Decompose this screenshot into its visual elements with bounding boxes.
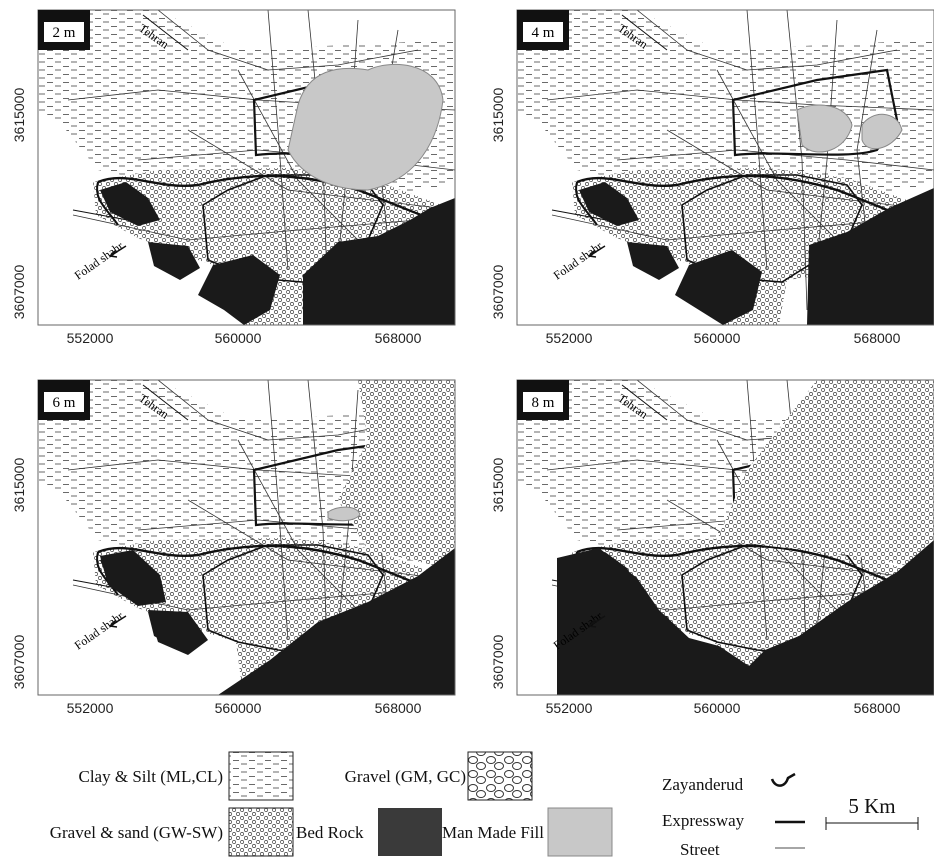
x-tick-label: 552000 (546, 700, 593, 716)
x-tick-label: 568000 (375, 330, 422, 346)
legend-label: Gravel & sand (GW-SW) (50, 823, 223, 842)
legend-swatch (468, 752, 532, 800)
legend-label: Bed Rock (296, 823, 364, 842)
legend-label: Zayanderud (662, 775, 744, 794)
legend: Clay & Silt (ML,CL) Gravel (GM, GC) Grav… (50, 752, 918, 859)
x-tick-label: 568000 (375, 700, 422, 716)
panel-label: 4 m (532, 25, 555, 41)
map-panel (38, 10, 455, 325)
panel-label: 8 m (532, 395, 555, 411)
map-panel (38, 380, 455, 695)
legend-label: Expressway (662, 811, 745, 830)
x-tick-label: 560000 (215, 330, 262, 346)
x-tick-label: 568000 (854, 330, 901, 346)
legend-label: Street (680, 840, 720, 859)
fill-area (328, 507, 360, 521)
y-tick-label: 3607000 (490, 635, 506, 690)
x-tick-label: 560000 (215, 700, 262, 716)
figure: Clay & Silt (ML,CL) Gravel (GM, GC) Grav… (0, 0, 934, 859)
map-panel (517, 10, 934, 325)
legend-river (772, 774, 795, 786)
x-tick-label: 560000 (694, 330, 741, 346)
panel-label: 6 m (53, 395, 76, 411)
y-tick-label: 3615000 (490, 458, 506, 513)
y-tick-label: 3607000 (11, 635, 27, 690)
legend-swatch (229, 752, 293, 800)
legend-label: Clay & Silt (ML,CL) (79, 767, 224, 786)
legend-swatch (548, 808, 612, 856)
x-tick-label: 552000 (67, 330, 114, 346)
x-tick-label: 552000 (546, 330, 593, 346)
panel-label: 2 m (53, 25, 76, 41)
legend-label: Gravel (GM, GC) (345, 767, 466, 786)
legend-swatch (229, 808, 293, 856)
x-tick-label: 552000 (67, 700, 114, 716)
legend-swatch (378, 808, 442, 856)
y-tick-label: 3615000 (490, 88, 506, 143)
x-tick-label: 568000 (854, 700, 901, 716)
scale-label: 5 Km (848, 794, 895, 818)
y-tick-label: 3607000 (490, 265, 506, 320)
scale-bar (826, 817, 918, 830)
legend-label: Man Made Fill (442, 823, 544, 842)
y-tick-label: 3615000 (11, 458, 27, 513)
y-tick-label: 3607000 (11, 265, 27, 320)
x-tick-label: 560000 (694, 700, 741, 716)
map-panel (517, 380, 934, 695)
y-tick-label: 3615000 (11, 88, 27, 143)
